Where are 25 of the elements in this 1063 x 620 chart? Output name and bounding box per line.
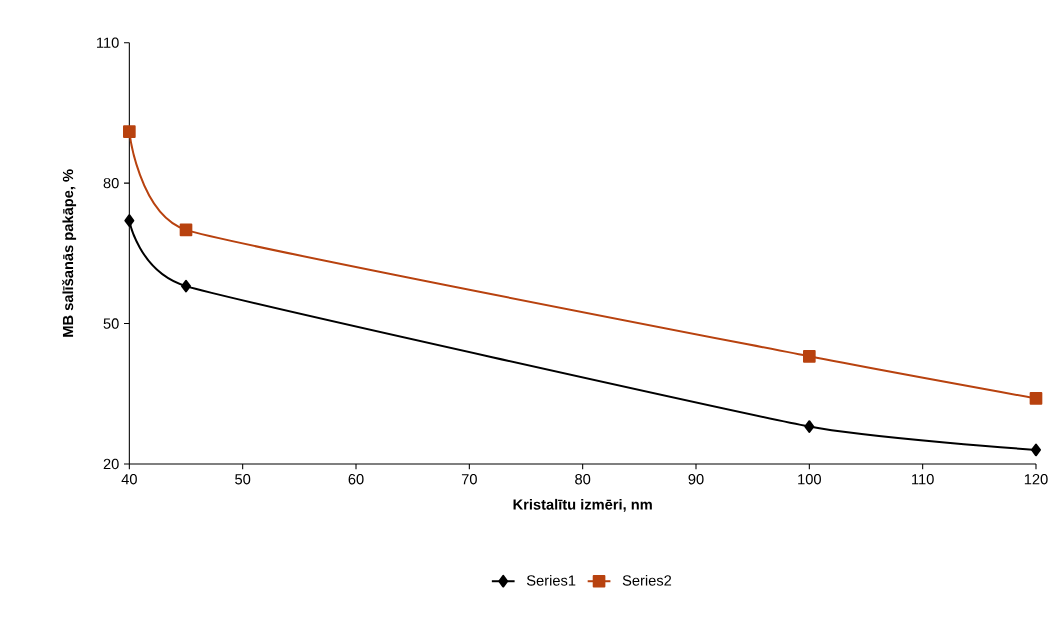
x-tick-label: 70: [461, 474, 477, 485]
point: [181, 279, 192, 293]
point: [1029, 392, 1043, 405]
x-tick-label: 120: [1024, 474, 1048, 485]
x-tick-label: 40: [121, 474, 137, 485]
point: [804, 420, 815, 433]
point: [124, 214, 135, 227]
y-tick-label: 80: [103, 177, 119, 189]
point: [803, 349, 816, 363]
point: [179, 223, 193, 237]
y-tick-label: 110: [97, 37, 119, 48]
x-tick-label: 90: [688, 474, 704, 485]
x-tick-label: 60: [348, 474, 364, 485]
legend-label: Series1: [526, 574, 576, 586]
y-tick-label: 50: [103, 318, 119, 329]
y-axis-title: MB salīšanās pakāpe, %: [62, 169, 77, 337]
x-tick-label: 100: [798, 474, 821, 485]
x-tick-label: 50: [235, 474, 251, 485]
legend-label: Series2: [622, 574, 672, 586]
point: [123, 125, 136, 138]
x-axis-title: Kristalītu izmēri, nm: [513, 498, 652, 512]
point: [1030, 443, 1041, 457]
y-tick-label: 20: [103, 458, 119, 470]
x-tick-label: 80: [575, 474, 591, 485]
x-tick-label: 110: [912, 474, 934, 485]
